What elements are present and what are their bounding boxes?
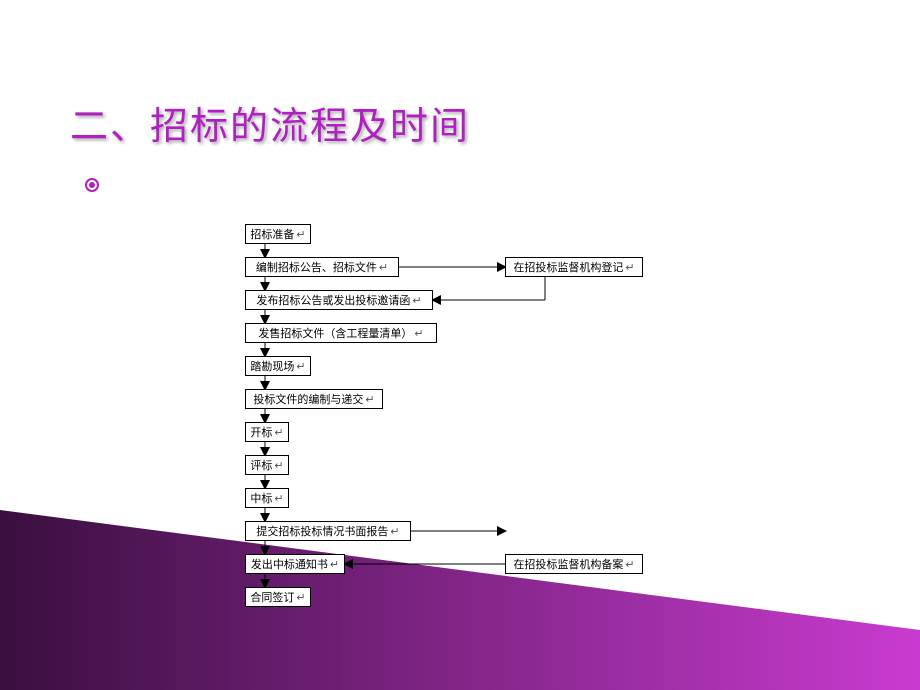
flow-node-n9: 中标↵ bbox=[245, 488, 289, 508]
flow-node-s2: 在招投标监督机构备案↵ bbox=[505, 554, 643, 574]
return-glyph: ↵ bbox=[296, 228, 305, 241]
flow-node-s1: 在招投标监督机构登记↵ bbox=[505, 257, 643, 277]
flow-node-label: 编制招标公告、招标文件 bbox=[256, 259, 377, 275]
flow-node-n6: 投标文件的编制与递交↵ bbox=[245, 389, 383, 409]
flow-node-label: 提交招标投标情况书面报告 bbox=[256, 523, 388, 539]
slide-title: 二、招标的流程及时间 bbox=[70, 95, 470, 150]
flow-node-n12: 合同签订↵ bbox=[245, 587, 311, 607]
flow-node-n8: 评标↵ bbox=[245, 455, 289, 475]
bullet-icon bbox=[85, 178, 99, 192]
return-glyph: ↵ bbox=[274, 459, 283, 472]
flow-node-label: 评标 bbox=[250, 457, 272, 473]
return-glyph: ↵ bbox=[625, 261, 634, 274]
return-glyph: ↵ bbox=[296, 360, 305, 373]
return-glyph: ↵ bbox=[274, 426, 283, 439]
return-glyph: ↵ bbox=[330, 558, 339, 571]
return-glyph: ↵ bbox=[390, 525, 399, 538]
flow-node-label: 在招投标监督机构备案 bbox=[513, 556, 623, 572]
flowchart-container: 招标准备↵编制招标公告、招标文件↵发布招标公告或发出投标邀请函↵发售招标文件（含… bbox=[245, 224, 665, 616]
return-glyph: ↵ bbox=[379, 261, 388, 274]
bullet-inner-dot bbox=[89, 182, 95, 188]
flow-node-label: 发布招标公告或发出投标邀请函 bbox=[256, 292, 410, 308]
return-glyph: ↵ bbox=[274, 492, 283, 505]
flow-node-label: 在招投标监督机构登记 bbox=[513, 259, 623, 275]
return-glyph: ↵ bbox=[365, 393, 374, 406]
flow-node-label: 投标文件的编制与递交 bbox=[253, 391, 363, 407]
flow-node-label: 合同签订 bbox=[250, 589, 294, 605]
flow-node-label: 开标 bbox=[250, 424, 272, 440]
flow-node-n10: 提交招标投标情况书面报告↵ bbox=[245, 521, 411, 541]
flow-node-n3: 发布招标公告或发出投标邀请函↵ bbox=[245, 290, 433, 310]
flow-node-n11: 发出中标通知书↵ bbox=[245, 554, 345, 574]
flow-node-n4: 发售招标文件（含工程量清单）↵ bbox=[245, 323, 437, 343]
return-glyph: ↵ bbox=[412, 294, 421, 307]
flow-node-n2: 编制招标公告、招标文件↵ bbox=[245, 257, 399, 277]
flow-node-n7: 开标↵ bbox=[245, 422, 289, 442]
flow-node-label: 招标准备 bbox=[250, 226, 294, 242]
flow-node-label: 发售招标文件（含工程量清单） bbox=[258, 325, 412, 341]
flow-node-label: 发出中标通知书 bbox=[251, 556, 328, 572]
flow-node-label: 中标 bbox=[250, 490, 272, 506]
return-glyph: ↵ bbox=[414, 327, 423, 340]
return-glyph: ↵ bbox=[296, 591, 305, 604]
flow-node-n1: 招标准备↵ bbox=[245, 224, 311, 244]
flow-node-n5: 踏勘现场↵ bbox=[245, 356, 311, 376]
flow-node-label: 踏勘现场 bbox=[250, 358, 294, 374]
return-glyph: ↵ bbox=[625, 558, 634, 571]
